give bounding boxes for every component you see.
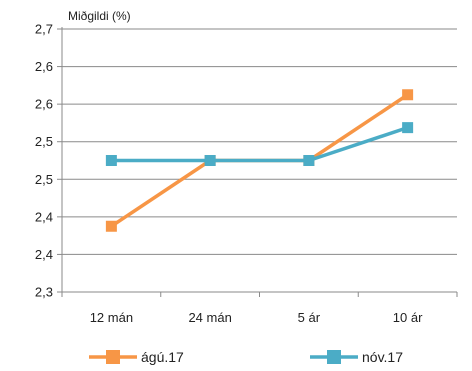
data-point bbox=[402, 122, 414, 134]
y-tick-label: 2,6 bbox=[35, 59, 53, 74]
x-tick-label: 5 ár bbox=[298, 310, 321, 325]
legend-entry: nóv.17 bbox=[310, 349, 403, 365]
data-point bbox=[402, 89, 414, 101]
legend-label: ágú.17 bbox=[141, 349, 184, 365]
legend-marker bbox=[327, 350, 341, 364]
legend-label: nóv.17 bbox=[362, 349, 403, 365]
y-tick-label: 2,7 bbox=[35, 22, 53, 37]
x-tick-label: 12 mán bbox=[90, 310, 133, 325]
y-tick-label: 2,3 bbox=[35, 285, 53, 300]
data-point bbox=[105, 155, 117, 166]
series-2 bbox=[105, 122, 414, 166]
y-tick-labels: 2,3 2,4 2,4 2,5 2,5 2,6 2,6 2,7 bbox=[35, 22, 53, 300]
y-tick-label: 2,5 bbox=[35, 172, 53, 187]
data-point bbox=[105, 220, 117, 232]
legend-entry: ágú.17 bbox=[89, 349, 184, 365]
series-line bbox=[111, 125, 409, 163]
y-axis-label: Miðgildi (%) bbox=[68, 9, 131, 23]
axes bbox=[57, 27, 458, 297]
legend: ágú.17 nóv.17 bbox=[89, 349, 403, 365]
legend-marker bbox=[106, 350, 120, 364]
y-tick-label: 2,4 bbox=[35, 247, 53, 262]
x-tick-label: 10 ár bbox=[393, 310, 423, 325]
y-tick-label: 2,6 bbox=[35, 97, 53, 112]
x-tick-labels: 12 mán 24 mán 5 ár 10 ár bbox=[90, 310, 423, 325]
series-group bbox=[105, 89, 414, 232]
data-point bbox=[204, 155, 216, 166]
y-tick-label: 2,4 bbox=[35, 209, 53, 224]
y-tick-label: 2,5 bbox=[35, 134, 53, 149]
data-point bbox=[303, 155, 315, 166]
x-tick-label: 24 mán bbox=[188, 310, 231, 325]
